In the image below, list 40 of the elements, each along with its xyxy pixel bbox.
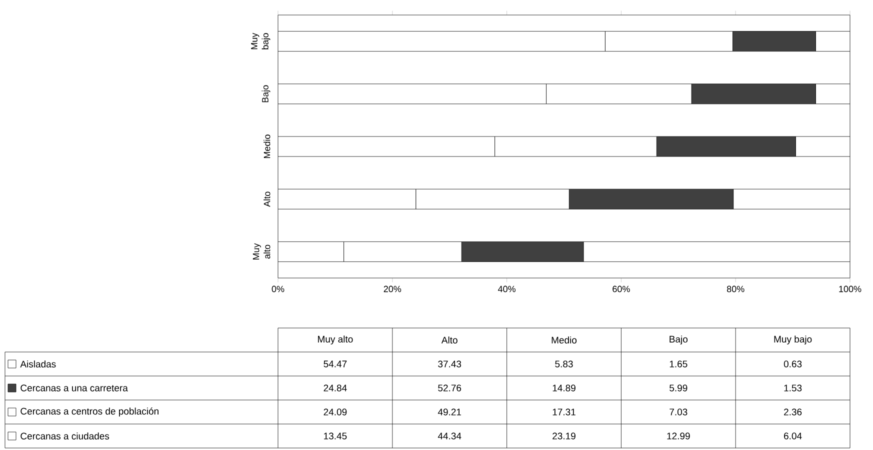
y-tick-label: Alto [264,192,270,207]
x-tick-label: 100% [839,286,862,292]
data-label: 12.99 [667,432,690,440]
legend-label: Cercanas a ciudades [20,432,110,440]
x-tick-label: 20% [384,286,402,292]
category-label: Muy alto [318,336,353,344]
data-label: 7.03 [670,408,688,416]
data-label: 6.04 [784,432,802,440]
y-tick-label: Medio [264,134,270,158]
data-label: 17.31 [552,408,576,416]
category-label: Muy bajo [774,336,812,344]
data-label: 49.21 [438,408,462,416]
data-label: 54.47 [324,360,347,368]
x-tick-label: 80% [726,286,744,292]
y-tick-label: Bajo [262,85,270,102]
y-tick-label: Muy bajo [251,32,270,50]
data-label: 24.09 [324,408,347,416]
data-label: 5.83 [555,360,573,368]
y-tick-label: Muy alto [252,243,270,260]
legend-label: Cercanas a centros de población [20,408,158,416]
x-tick-label: 40% [498,286,516,292]
category-label: Alto [441,336,458,344]
data-label: 23.19 [552,432,576,440]
legend-label: Aisladas [20,360,56,368]
data-label: 52.76 [438,384,462,392]
x-tick-label: 60% [612,286,630,292]
category-label: Bajo [670,336,688,344]
data-label: 44.34 [438,432,462,440]
data-label: 13.45 [324,432,347,440]
data-label: 0.63 [784,360,802,368]
data-label: 1.65 [670,360,688,368]
data-label: 37.43 [438,360,462,368]
data-label: 2.36 [784,408,802,416]
data-label: 24.84 [324,384,347,392]
data-label: 14.89 [552,384,576,392]
legend-label: Cercanas a una carretera [20,384,128,392]
data-label: 5.99 [670,384,688,392]
data-label: 1.53 [784,384,802,392]
category-label: Medio [552,336,577,344]
x-tick-label: 0% [272,286,284,292]
